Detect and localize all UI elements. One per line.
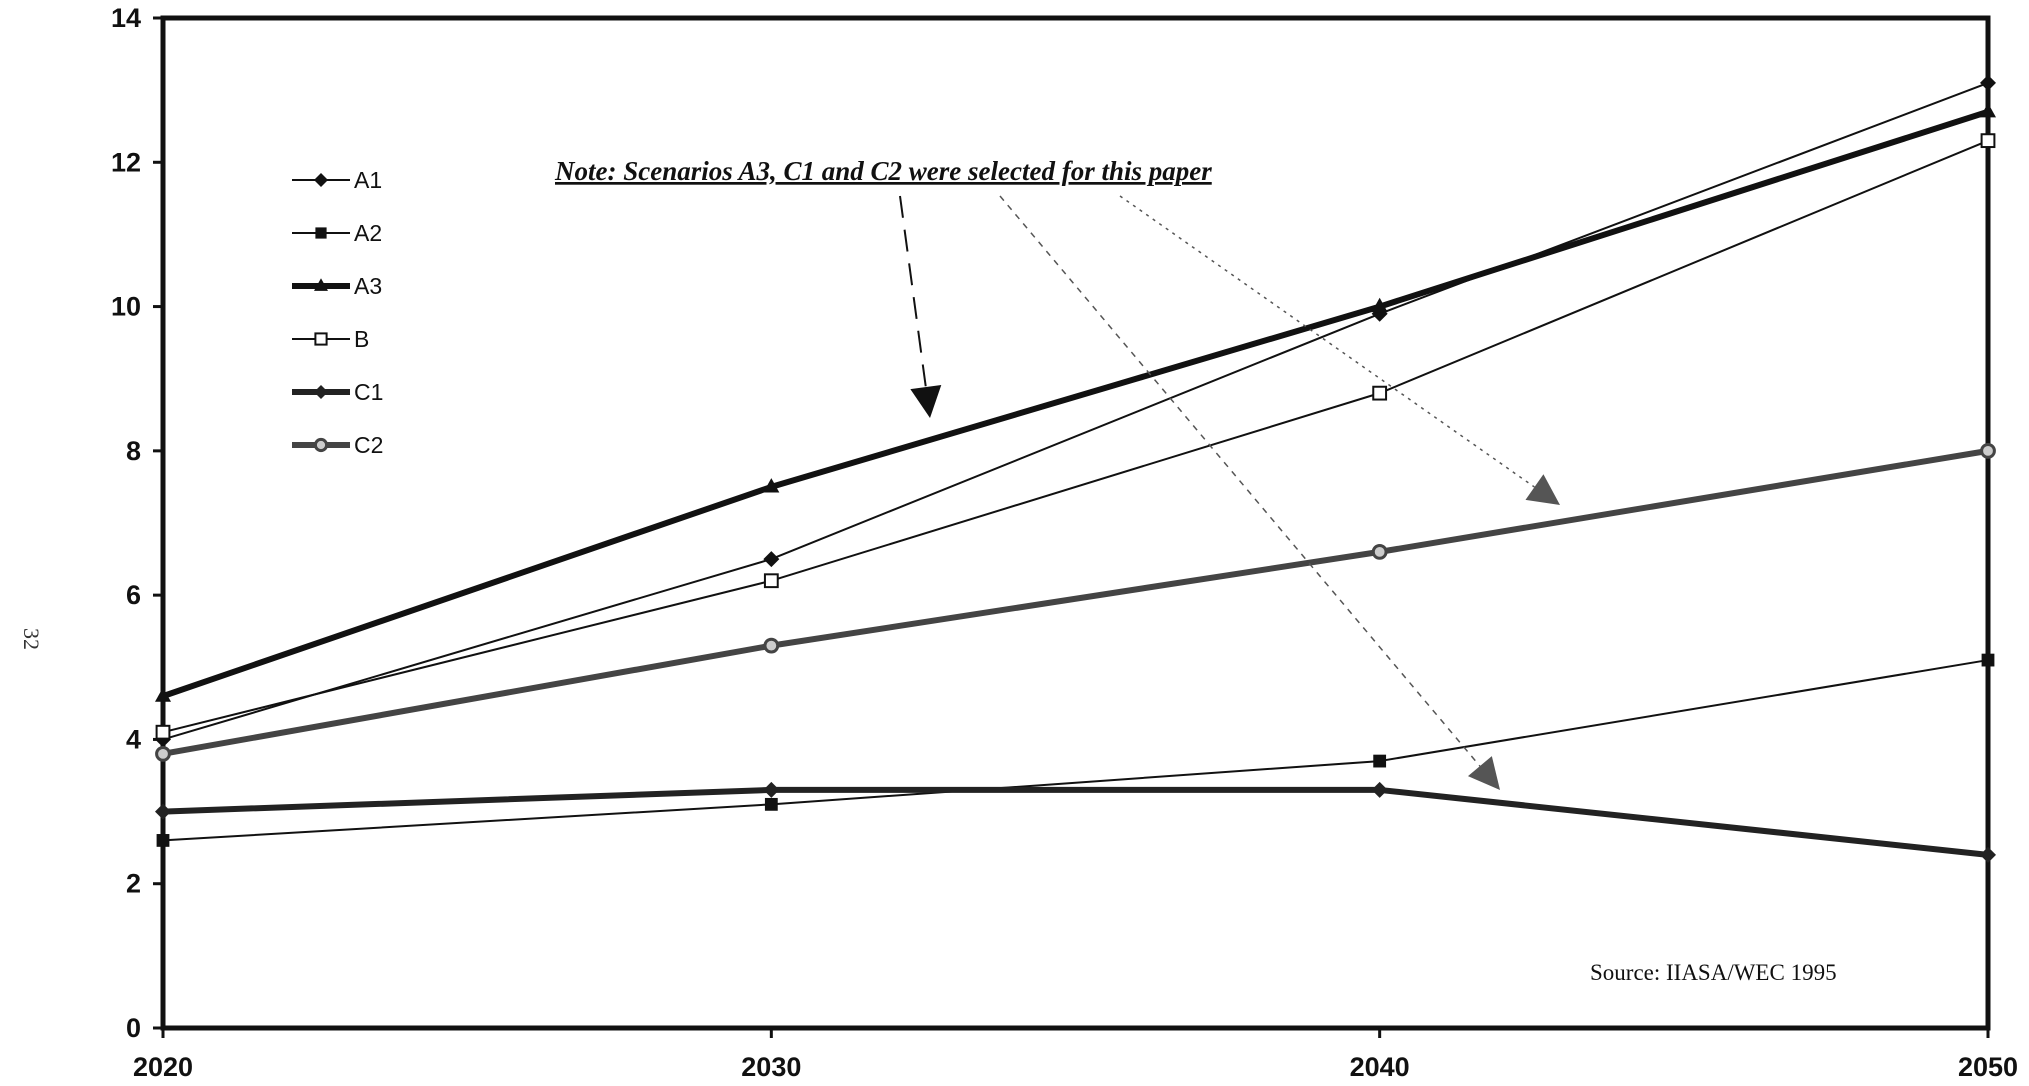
legend-swatch-marker (313, 437, 329, 453)
legend-label: A3 (354, 273, 382, 299)
legend-label: B (354, 326, 369, 352)
arrow-to-a3 (899, 195, 942, 418)
data-point-c2 (1980, 442, 1996, 459)
plot-frame (160, 15, 1991, 1031)
legend-label: C2 (354, 432, 383, 458)
legend-item-a2: A2 (292, 220, 382, 246)
legend-swatch-marker (315, 227, 327, 239)
data-point-a1 (763, 551, 780, 568)
arrow-to-c1-shaft (999, 195, 1481, 767)
data-point-a3 (1980, 102, 1996, 118)
data-point-a1 (1980, 74, 1996, 91)
plot-area (160, 15, 1991, 1031)
y-tick-label: 8 (126, 436, 141, 466)
legend-item-a1: A1 (292, 167, 382, 193)
data-point-c1 (155, 803, 171, 820)
y-tick-label: 6 (126, 580, 141, 610)
x-tick-label: 2030 (741, 1052, 801, 1082)
series-line-c2 (162, 447, 1989, 757)
y-tick-label: 12 (111, 147, 141, 177)
legend-item-c2: C2 (292, 432, 383, 458)
series-a3 (155, 102, 1996, 702)
page-number: 32 (19, 628, 44, 650)
series-line-a1 (162, 81, 1989, 741)
y-tick-label: 2 (126, 869, 141, 899)
y-tick-label: 0 (126, 1013, 141, 1043)
legend-item-b: B (292, 326, 369, 352)
y-tick-label: 10 (111, 292, 141, 322)
data-point-b (1372, 385, 1388, 401)
source-annotation: Source: IIASA/WEC 1995 (1590, 960, 1837, 985)
data-point-c2 (155, 745, 171, 762)
data-point-b (763, 573, 779, 589)
legend-swatch-marker (314, 278, 328, 291)
series-layer (155, 74, 1996, 863)
data-point-a2 (764, 797, 778, 811)
series-c1 (155, 781, 1996, 863)
data-point-a2 (156, 834, 170, 847)
data-point-c1 (1980, 846, 1996, 863)
x-tick-label: 2020 (133, 1052, 193, 1082)
series-c2 (155, 442, 1996, 762)
data-point-c2 (1371, 543, 1388, 560)
arrow-to-c1-head (1467, 756, 1500, 790)
y-tick-label: 4 (126, 724, 141, 754)
series-line-a2 (162, 659, 1989, 842)
arrow-to-c1 (999, 195, 1500, 790)
legend-item-c1: C1 (292, 379, 383, 405)
arrow-to-c2 (1119, 195, 1560, 505)
data-point-b (1980, 133, 1996, 149)
y-axis-ticks: 0 2 4 6 8 10 12 14 (111, 3, 163, 1043)
arrow-to-a3-head (910, 384, 942, 418)
data-point-c1 (763, 781, 780, 798)
series-line-c1 (162, 786, 1989, 858)
data-point-a2 (1981, 653, 1995, 667)
data-point-a2 (1373, 754, 1387, 768)
data-point-c2 (763, 637, 780, 654)
legend-label: C1 (354, 379, 383, 405)
legend-item-a3: A3 (292, 273, 382, 299)
legend-swatch-marker (314, 332, 328, 346)
data-point-c1 (1371, 781, 1388, 798)
legend-label: A2 (354, 220, 382, 246)
legend-swatch-marker (314, 173, 328, 187)
series-a2 (156, 653, 1995, 847)
legend-swatch-marker (314, 385, 328, 399)
series-line-a3 (162, 108, 1989, 699)
data-point-a3 (763, 478, 780, 493)
data-point-b (155, 724, 171, 740)
arrow-to-c2-head (1525, 474, 1560, 505)
y-tick-label: 14 (111, 3, 141, 33)
data-point-a3 (155, 687, 171, 702)
x-axis-ticks: 2020 2030 2040 2050 (133, 1028, 2018, 1082)
annotation-layer: Note: Scenarios A3, C1 and C2 were selec… (19, 156, 1837, 985)
x-tick-label: 2050 (1958, 1052, 2018, 1082)
legend: A1 A2 A3 B C1 C2 (292, 167, 383, 458)
note-annotation: Note: Scenarios A3, C1 and C2 were selec… (554, 156, 1212, 186)
data-point-a3 (1371, 297, 1388, 313)
series-b (155, 133, 1996, 740)
legend-label: A1 (354, 167, 382, 193)
x-tick-label: 2040 (1350, 1052, 1410, 1082)
series-line-b (162, 139, 1989, 734)
